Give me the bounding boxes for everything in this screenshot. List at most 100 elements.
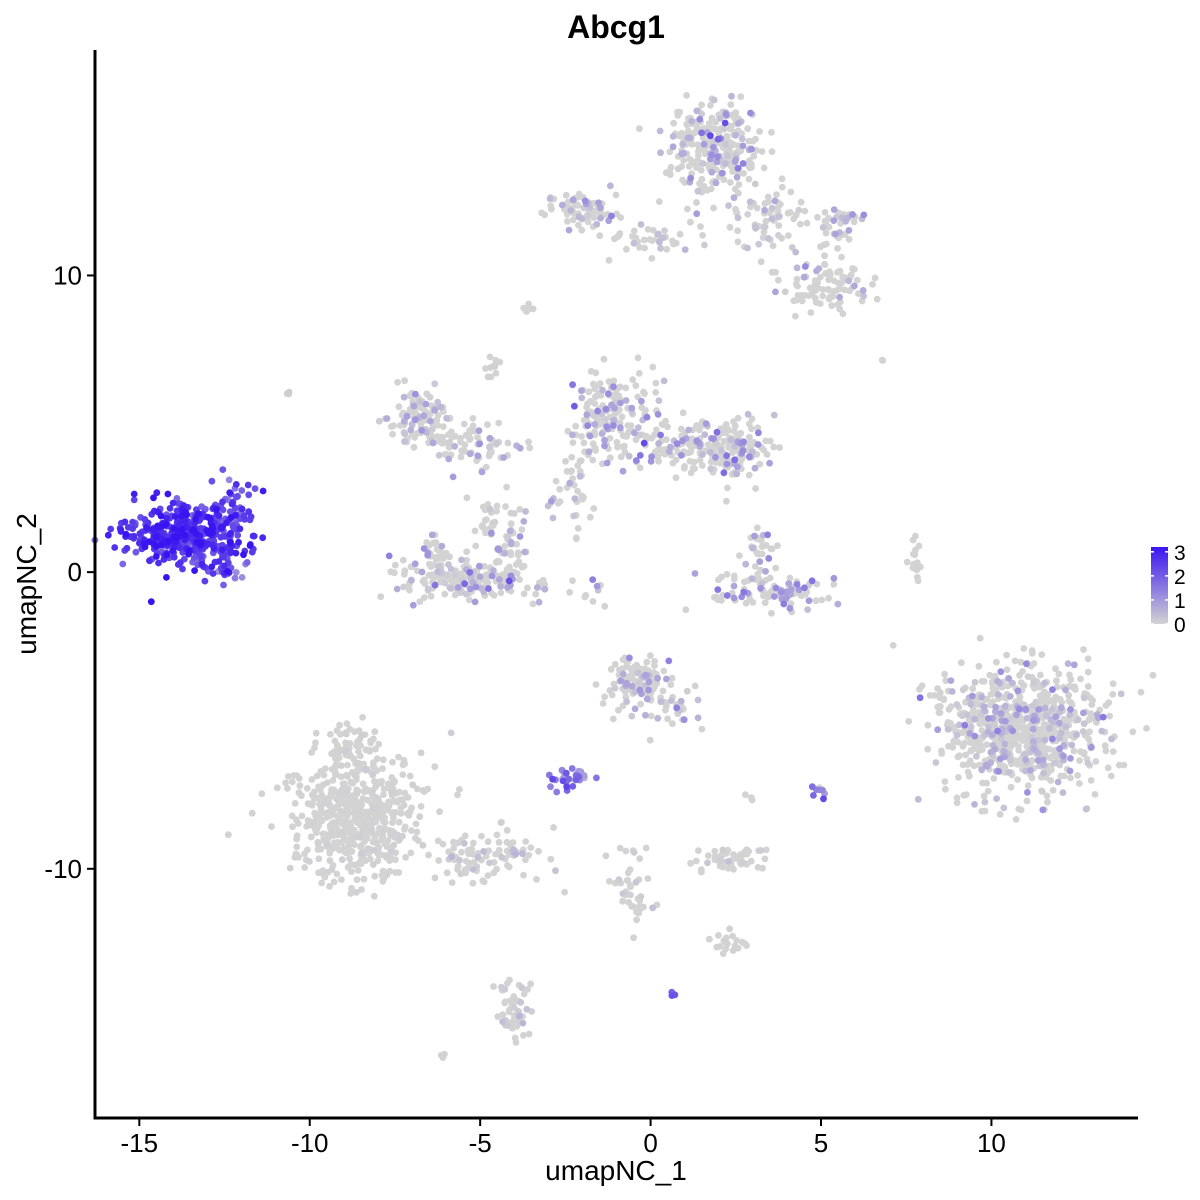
cell-point [830,581,838,588]
cell-point [967,700,975,708]
cell-point [1106,712,1113,720]
cell-point [1023,797,1031,805]
cell-point [637,700,644,708]
cell-point [439,423,447,430]
cell-point [752,485,759,492]
cell-point [1080,720,1088,728]
cell-point [446,553,453,561]
cell-point [1149,671,1157,679]
cell-point [710,435,717,442]
cell-point [408,827,415,834]
cell-point [578,226,586,234]
cell-point [631,705,639,713]
cell-point [617,677,625,685]
cell-point [828,302,836,310]
cell-point [374,851,382,858]
cell-point [755,429,762,437]
cell-point [481,516,489,524]
cell-point [748,575,756,582]
cell-point [693,199,700,206]
cell-point [685,162,693,170]
cell-point [471,527,479,535]
cell-point [762,568,769,575]
cell-point [445,455,453,463]
cell-point [1019,668,1026,675]
cell-point [541,585,549,593]
cell-point [632,234,640,242]
cell-point [619,670,627,678]
cell-point [811,294,819,302]
cell-point [341,844,348,852]
cell-point [506,563,513,571]
cell-point [493,502,501,510]
cell-point [990,775,998,782]
cell-point [572,776,580,783]
cell-point [395,403,403,411]
cell-point [780,600,788,608]
cell-point [205,514,213,521]
cell-point [832,287,840,294]
cell-point [955,774,962,781]
x-tick-label: -15 [121,1128,159,1158]
cell-point [1022,705,1030,713]
cell-point [596,380,604,387]
cell-point [698,110,706,118]
cell-point [1079,728,1087,735]
cell-point [732,131,739,139]
cell-point [681,463,688,470]
cell-point [507,540,515,548]
cell-point [399,796,407,803]
cell-point [909,536,917,544]
cell-point [982,761,990,769]
cell-point [953,731,961,739]
cell-point [1066,767,1074,775]
cell-point [806,284,814,292]
cell-point [578,433,585,440]
cell-point [737,93,745,101]
cell-point [772,584,780,592]
cell-point [748,425,755,433]
cell-point [1041,704,1049,712]
cell-point [301,850,308,858]
cell-point [596,420,604,428]
cell-point [768,148,776,156]
cell-point [282,779,289,787]
cell-point [749,544,756,552]
cell-point [1065,691,1072,699]
cell-point [630,663,638,671]
cell-point [1022,756,1030,763]
cell-point [431,380,439,388]
cell-point [1067,755,1074,762]
cell-point [693,210,701,218]
cell-point [130,532,138,540]
cell-point [662,436,670,444]
cell-point [433,433,441,440]
cell-point [535,598,543,606]
cell-point [541,581,549,588]
cell-point [1057,729,1065,737]
cell-point [615,876,623,883]
cell-point [338,876,345,883]
cell-point [746,198,754,206]
cell-point [565,226,573,234]
cell-point [992,685,1000,693]
cell-point [751,563,759,570]
cell-point [784,232,792,240]
cell-point [994,727,1001,735]
cell-point [590,505,598,512]
cell-point [1015,747,1023,754]
cell-point [991,746,999,753]
cell-point [686,134,694,142]
cell-point [463,556,470,564]
cell-point [729,947,737,954]
cell-point [712,593,720,601]
cell-point [1049,686,1056,693]
cell-point [447,565,455,573]
cell-point [372,745,379,753]
cell-point [800,273,808,281]
cell-point [706,935,713,943]
cell-point [693,107,701,115]
cell-point [371,778,378,785]
cell-point [249,532,257,540]
cell-point [825,594,832,602]
